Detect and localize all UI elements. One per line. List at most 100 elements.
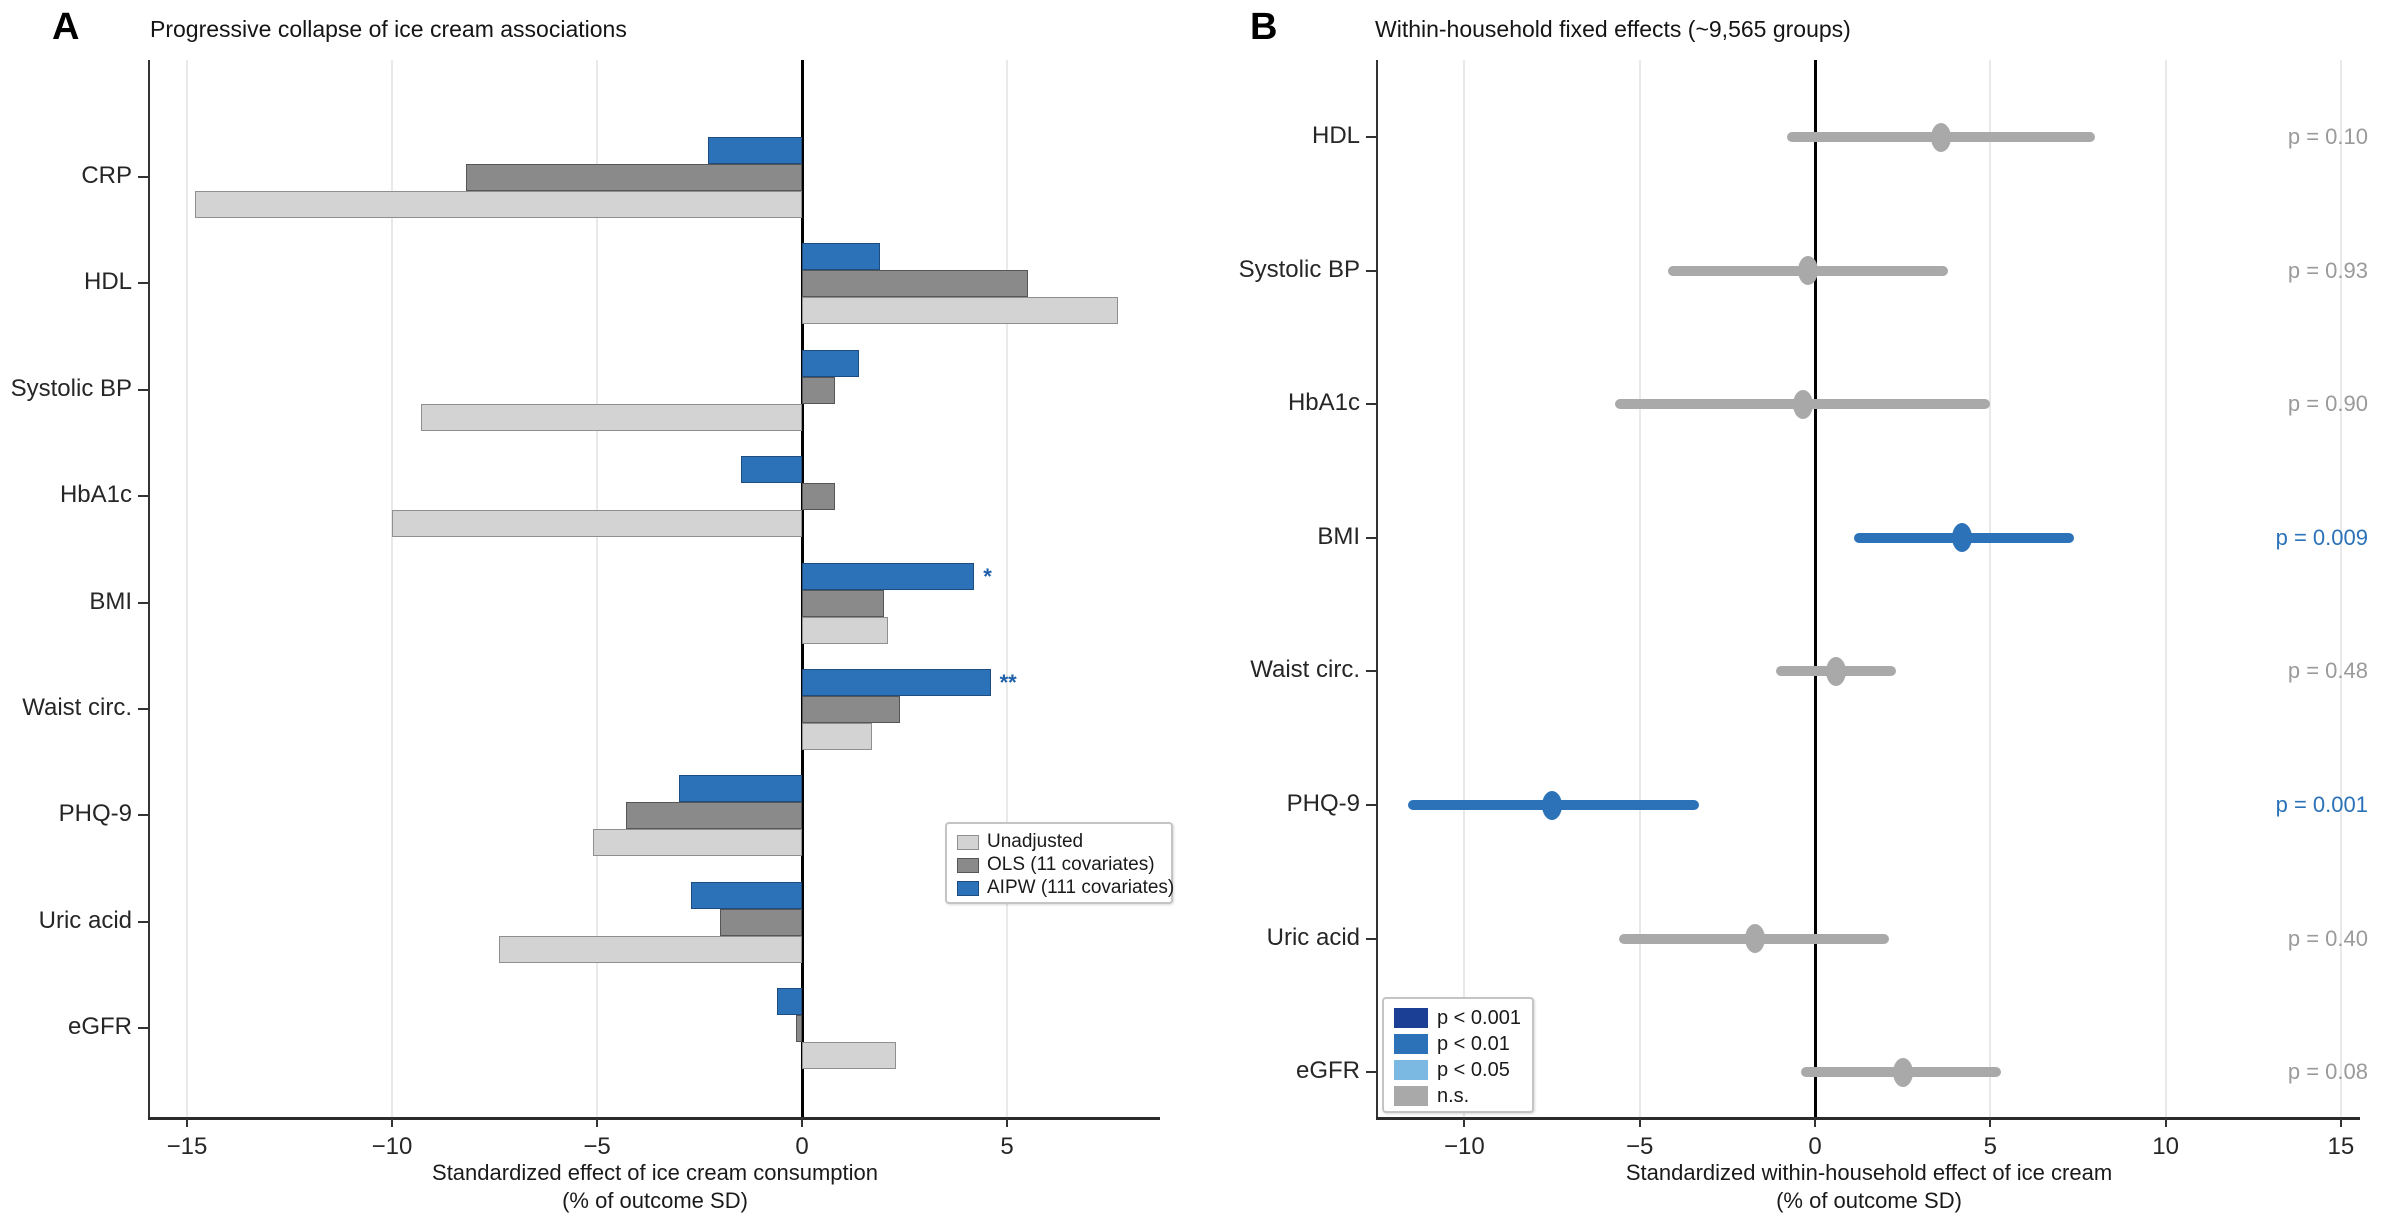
category-label-2: Systolic BP: [10, 374, 132, 402]
estimate-point-bmi: [1952, 523, 1973, 553]
panel-b-legend: p < 0.001 p < 0.01 p < 0.05 n.s.: [1382, 997, 1534, 1113]
x-tick-label-0: 0: [1808, 1133, 1822, 1160]
x-tick-label--10: −10: [371, 1133, 413, 1160]
category-label-1: HDL: [83, 268, 132, 296]
y-tick-1: [138, 282, 148, 285]
x-tick--5: [596, 1117, 598, 1127]
category-label-3: HbA1c: [59, 481, 132, 509]
bar-hdl-series-0: [802, 297, 1118, 325]
legend-a-label-2: AIPW (111 covariates): [987, 877, 1175, 898]
legend-b-swatch-1: [1394, 1034, 1428, 1054]
p-value-label-egfr: p = 0.08: [2287, 1059, 2368, 1085]
y-tick-7: [1366, 1071, 1376, 1074]
zero-reference-line: [1814, 60, 1817, 1117]
x-tick--15: [186, 1117, 188, 1127]
category-label-2: HbA1c: [1287, 389, 1360, 417]
p-value-label-hdl: p = 0.10: [2287, 124, 2368, 149]
bar-bmi-series-2: [802, 562, 975, 590]
bar-phq-9-series-0: [592, 829, 802, 857]
y-tick-5: [1366, 804, 1376, 806]
legend-b-label-2: p < 0.05: [1437, 1058, 1510, 1081]
panel-a-y-axis-line: [148, 60, 150, 1117]
bar-hdl-series-1: [802, 270, 1028, 298]
legend-b-swatch-2: [1394, 1060, 1428, 1080]
bar-systolic-bp-series-0: [420, 403, 802, 431]
legend-b-row-0: p < 0.001: [1394, 1007, 1521, 1029]
category-label-3: BMI: [1317, 522, 1360, 550]
panel-a-xaxis-title-line2: (% of outcome SD): [562, 1188, 748, 1213]
category-label-4: Waist circ.: [1250, 656, 1360, 684]
category-label-6: PHQ-9: [58, 800, 132, 828]
gridline-x-15: [186, 60, 188, 1117]
legend-b-label-1: p < 0.01: [1437, 1032, 1510, 1055]
y-tick-4: [138, 601, 148, 604]
category-label-8: eGFR: [67, 1013, 132, 1041]
gridline-x-10: [1463, 60, 1466, 1117]
p-value-label-systolic-bp: p = 0.93: [2287, 257, 2368, 283]
panel-b-xaxis-title-line2: (% of outcome SD): [1776, 1188, 1962, 1213]
bar-crp-series-1: [465, 164, 802, 191]
gridline-x10: [2164, 60, 2167, 1117]
legend-a-label-0: Unadjusted: [987, 831, 1084, 852]
legend-b-row-1: p < 0.01: [1394, 1033, 1510, 1055]
gridline-x15: [2339, 60, 2342, 1117]
x-tick-label-5: 5: [1000, 1133, 1014, 1160]
y-tick-0: [138, 176, 148, 178]
panel-b-y-axis-line: [1376, 60, 1378, 1117]
y-tick-2: [138, 388, 148, 391]
panel-a-x-axis-line: [148, 1117, 1160, 1120]
legend-b-label-0: p < 0.001: [1437, 1006, 1521, 1029]
bar-phq-9-series-2: [679, 775, 802, 803]
x-tick-label--15: −15: [166, 1133, 208, 1160]
estimate-point-hba1c: [1792, 389, 1813, 419]
x-tick-10: [2164, 1117, 2167, 1127]
legend-a-swatch-0: [957, 834, 979, 850]
legend-b-row-3: n.s.: [1394, 1085, 1469, 1107]
bar-bmi-series-1: [802, 589, 884, 617]
bar-egfr-series-1: [795, 1015, 802, 1043]
category-label-1: Systolic BP: [1238, 255, 1360, 283]
x-tick-0: [801, 1117, 803, 1127]
panel-b-xaxis-title-line1: Standardized within-household effect of …: [1625, 1160, 2113, 1185]
y-tick-6: [138, 814, 148, 817]
p-value-label-hba1c: p = 0.90: [2287, 391, 2368, 417]
bar-phq-9-series-1: [625, 802, 802, 830]
category-label-4: BMI: [89, 587, 132, 615]
x-tick--5: [1638, 1117, 1641, 1127]
gridline-x-10: [391, 60, 393, 1117]
x-tick-label--5: −5: [1626, 1133, 1654, 1160]
significance-star-waist-circ-: **: [999, 670, 1017, 695]
legend-a-row-0: Unadjusted: [957, 831, 1084, 852]
panel-a-legend: Unadjusted OLS (11 covariates) AIPW (111 c…: [945, 822, 1175, 904]
panel-b-x-axis-line: [1376, 1117, 2360, 1120]
gridline-x5: [1006, 60, 1008, 1117]
bar-crp-series-2: [707, 137, 802, 164]
gridline-x5: [1989, 60, 1992, 1117]
x-tick-5: [1989, 1117, 1992, 1127]
bar-waist-circ--series-2: [802, 669, 991, 696]
y-tick-1: [1366, 269, 1376, 272]
legend-b-row-2: p < 0.05: [1394, 1059, 1510, 1081]
gridline-x-5: [596, 60, 598, 1117]
category-label-0: HDL: [1311, 122, 1360, 149]
x-tick-label--5: −5: [583, 1133, 611, 1160]
legend-a-label-1: OLS (11 covariates): [987, 854, 1155, 875]
p-value-label-bmi: p = 0.009: [2275, 524, 2368, 550]
y-tick-5: [138, 708, 148, 710]
x-tick-label-5: 5: [1983, 1133, 1997, 1160]
estimate-point-egfr: [1892, 1057, 1913, 1087]
gridline-x-5: [1638, 60, 1641, 1117]
bar-uric-acid-series-2: [691, 881, 802, 909]
bar-crp-series-0: [195, 191, 802, 218]
y-tick-7: [138, 920, 148, 923]
bar-uric-acid-series-0: [498, 935, 802, 963]
bar-hdl-series-2: [802, 243, 880, 271]
bar-systolic-bp-series-1: [802, 376, 835, 404]
legend-a-swatch-1: [957, 857, 979, 873]
category-label-5: PHQ-9: [1286, 790, 1360, 817]
p-value-label-waist-circ-: p = 0.48: [2287, 658, 2368, 684]
bar-egfr-series-2: [777, 988, 802, 1016]
legend-b-swatch-3: [1394, 1086, 1428, 1106]
estimate-point-systolic-bp: [1797, 256, 1818, 286]
